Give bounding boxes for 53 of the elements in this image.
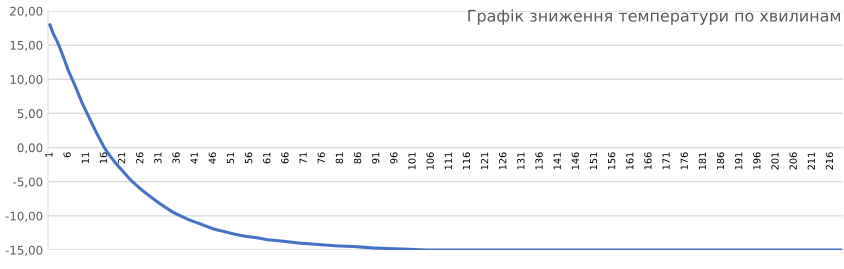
x-tick-label: 201 [771,152,779,170]
x-tick-label: 141 [554,152,561,170]
x-tick-label: 186 [716,152,724,170]
x-tick-label: 46 [208,152,216,164]
x-tick-label: 176 [680,152,688,170]
y-tick-label: 15,00 [10,40,42,51]
y-tick-label: 10,00 [10,75,42,86]
x-tick-label: 66 [281,152,289,164]
x-tick-label: 86 [354,152,362,164]
x-tick-label: 106 [426,152,434,170]
x-tick-label: 136 [535,152,543,170]
x-tick-label: 71 [300,152,307,164]
x-tick-label: 166 [644,152,652,170]
x-tick-label: 146 [572,152,580,170]
x-tick-label: 161 [626,152,634,170]
x-tick-label: 56 [244,152,252,164]
x-tick-label: 91 [372,152,380,164]
x-tick-label: 6 [63,152,71,158]
y-tick-label: -5,00 [13,177,42,188]
x-tick-label: 76 [318,152,325,164]
y-tick-label: -10,00 [6,212,42,222]
x-tick-label: 36 [172,152,180,164]
x-tick-label: 26 [136,152,144,164]
x-tick-label: 171 [662,152,670,170]
x-tick-label: 206 [789,152,797,170]
x-tick-label: 101 [408,152,416,170]
x-tick-label: 1 [45,152,52,157]
x-tick-label: 121 [480,152,488,170]
x-tick-label: 31 [154,152,162,164]
x-tick-label: 21 [118,152,126,164]
y-tick-label: -15,00 [6,246,42,256]
x-tick-label: 211 [808,152,815,170]
x-tick-label: 61 [263,152,270,164]
x-tick-label: 191 [735,152,742,170]
y-tick-label: 0,00 [18,143,42,154]
x-tick-label: 41 [190,152,198,164]
x-tick-label: 96 [390,152,398,164]
x-tick-label: 196 [753,152,761,170]
x-tick-label: 111 [444,152,452,170]
x-tick-label: 116 [462,152,470,170]
y-tick-label: 5,00 [18,109,42,120]
x-tick-label: 131 [517,152,525,170]
y-tick-label: 20,00 [10,6,42,17]
x-tick-label: 216 [826,152,834,170]
x-tick-label: 151 [590,152,598,170]
x-tick-label: 81 [336,152,344,164]
x-tick-label: 11 [82,152,89,164]
x-tick-label: 156 [608,152,616,170]
x-tick-label: 51 [226,152,234,164]
x-tick-label: 181 [698,152,706,170]
x-tick-label: 16 [100,152,108,164]
x-tick-label: 126 [499,152,506,170]
chart-title: Графік зниження температури по хвилинам [468,9,840,25]
